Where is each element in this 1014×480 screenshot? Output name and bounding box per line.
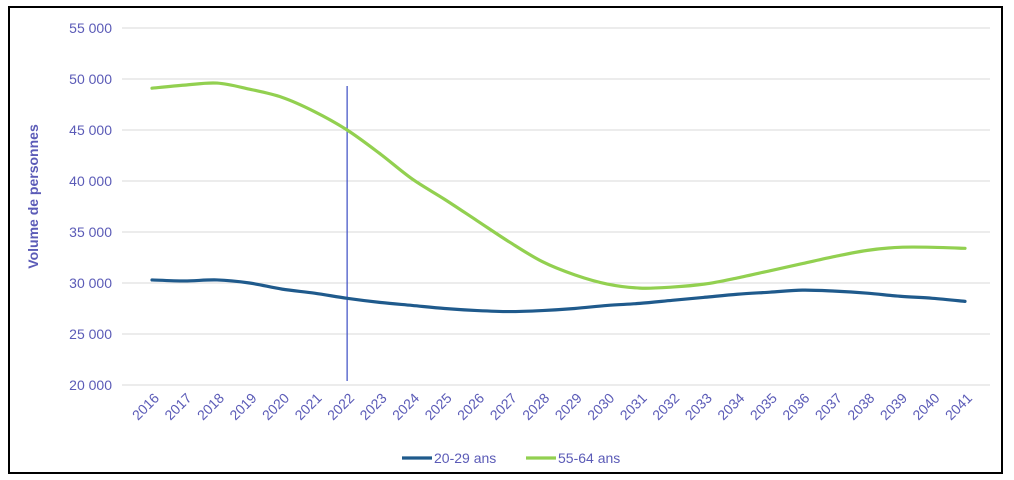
x-tick-label: 2039 (877, 390, 910, 423)
y-tick-label: 45 000 (69, 122, 112, 138)
x-tick-label: 2022 (324, 390, 357, 423)
x-tick-label: 2020 (259, 390, 292, 423)
series-line-55-64-ans (150, 81, 967, 290)
x-tick-label: 2031 (617, 390, 650, 423)
x-tick-label: 2035 (747, 390, 780, 423)
x-tick-label: 2021 (291, 390, 324, 423)
x-tick-label: 2025 (421, 390, 454, 423)
series-line-20-29-ans (150, 278, 967, 314)
x-tick-label: 2037 (812, 390, 845, 423)
x-tick-label: 2027 (486, 390, 519, 423)
x-tick-label: 2036 (779, 390, 812, 423)
line-chart: 20 000 25 000 30 000 35 000 40 000 45 000 50 0… (25, 20, 990, 466)
x-tick-label: 2040 (909, 390, 942, 423)
x-tick-label: 2041 (942, 390, 975, 423)
series-lines (150, 81, 967, 314)
x-tick-label: 2033 (682, 390, 715, 423)
legend-label: 20-29 ans (434, 450, 496, 466)
y-tick-label: 50 000 (69, 71, 112, 87)
legend-label: 55-64 ans (558, 450, 620, 466)
x-tick-label: 2026 (454, 390, 487, 423)
legend: 20-29 ans 55-64 ans (402, 450, 620, 466)
y-tick-label: 40 000 (69, 173, 112, 189)
x-tick-label: 2034 (714, 390, 747, 423)
x-tick-label: 2029 (552, 390, 585, 423)
gridlines (122, 27, 990, 386)
y-axis-label: Volume de personnes (25, 124, 41, 269)
y-tick-label: 20 000 (69, 377, 112, 393)
x-tick-label: 2024 (389, 390, 422, 423)
y-tick-label: 30 000 (69, 275, 112, 291)
x-tick-label: 2032 (649, 390, 682, 423)
x-tick-label: 2019 (226, 390, 259, 423)
x-tick-label: 2030 (584, 390, 617, 423)
x-tick-label: 2038 (844, 390, 877, 423)
x-tick-label: 2017 (161, 390, 194, 423)
x-axis-ticks: 2016 2017 2018 2019 2020 2021 2022 2023 2024 2025… (129, 390, 975, 423)
x-tick-label: 2018 (194, 390, 227, 423)
x-tick-label: 2016 (129, 390, 162, 423)
y-axis-ticks: 20 000 25 000 30 000 35 000 40 000 45 000 50 0… (69, 20, 112, 393)
chart-frame: 20 000 25 000 30 000 35 000 40 000 45 000 50 0… (8, 6, 1003, 474)
y-tick-label: 55 000 (69, 20, 112, 36)
y-tick-label: 35 000 (69, 224, 112, 240)
x-tick-label: 2028 (519, 390, 552, 423)
x-tick-label: 2023 (356, 390, 389, 423)
y-tick-label: 25 000 (69, 326, 112, 342)
